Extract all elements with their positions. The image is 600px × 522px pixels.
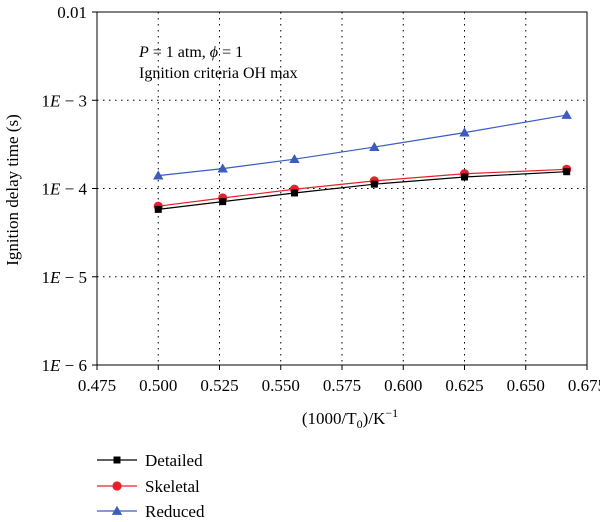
series-detailed	[154, 168, 571, 213]
data-point-reduced	[561, 109, 572, 119]
data-point-reduced	[289, 153, 300, 164]
x-tick-label: 0.475	[78, 376, 116, 395]
x-tick-label: 0.525	[200, 376, 238, 395]
series-line-reduced	[158, 114, 567, 177]
y-tick-label: 0.01	[57, 3, 87, 22]
legend-marker-reduced	[111, 505, 123, 515]
legend-marker-detailed	[113, 456, 121, 464]
data-point-reduced	[369, 141, 380, 151]
legend-item-detailed: Detailed	[97, 451, 203, 470]
grid-lines	[97, 12, 587, 365]
x-tick-label: 0.500	[139, 376, 177, 395]
x-tick-label: 0.575	[323, 376, 361, 395]
data-point-detailed	[219, 198, 227, 206]
y-tick-label: 1E − 5	[42, 268, 87, 287]
conditions-annotation: P = 1 atm, ϕ = 1	[138, 44, 243, 61]
data-point-reduced	[153, 170, 164, 180]
series-layer	[153, 109, 572, 213]
legend-marker-skeletal	[112, 481, 122, 491]
y-tick-label: 1E − 4	[42, 180, 88, 199]
legend-label-detailed: Detailed	[145, 451, 203, 470]
y-tick-label: 1E − 3	[42, 91, 87, 110]
x-tick-label: 0.650	[507, 376, 545, 395]
x-tick-label: 0.550	[262, 376, 300, 395]
legend-item-reduced: Reduced	[97, 502, 205, 521]
series-line-detailed	[158, 171, 567, 210]
y-tick-labels: 1E − 6 1E − 5 1E − 4 1E − 3 0.01	[42, 3, 88, 375]
data-point-detailed	[370, 180, 378, 188]
x-axis-label: (1000/T0)/K−1	[302, 406, 398, 431]
data-point-detailed	[461, 173, 468, 181]
series-line-skeletal	[158, 168, 567, 207]
legend-item-skeletal: Skeletal	[97, 477, 200, 496]
data-point-detailed	[290, 189, 298, 197]
axis-ticks	[92, 11, 588, 370]
data-point-detailed	[154, 205, 162, 213]
legend: Detailed Skeletal Reduced	[97, 451, 205, 521]
legend-label-skeletal: Skeletal	[145, 477, 200, 496]
legend-label-reduced: Reduced	[145, 502, 205, 521]
x-tick-label: 0.675	[568, 376, 600, 395]
series-reduced	[153, 109, 572, 180]
x-tick-label: 0.600	[384, 376, 422, 395]
data-point-detailed	[563, 168, 571, 176]
x-tick-labels: 0.475 0.500 0.525 0.550 0.575 0.600 0.625 0.650…	[78, 376, 600, 395]
series-skeletal	[153, 164, 572, 211]
ignition-criteria-annotation: Ignition criteria OH max	[139, 65, 298, 82]
data-point-reduced	[217, 163, 228, 173]
y-axis-label: Ignition delay time (s)	[3, 114, 22, 266]
x-tick-label: 0.625	[445, 376, 483, 395]
y-tick-label: 1E − 6	[42, 356, 87, 375]
data-point-reduced	[459, 127, 470, 137]
